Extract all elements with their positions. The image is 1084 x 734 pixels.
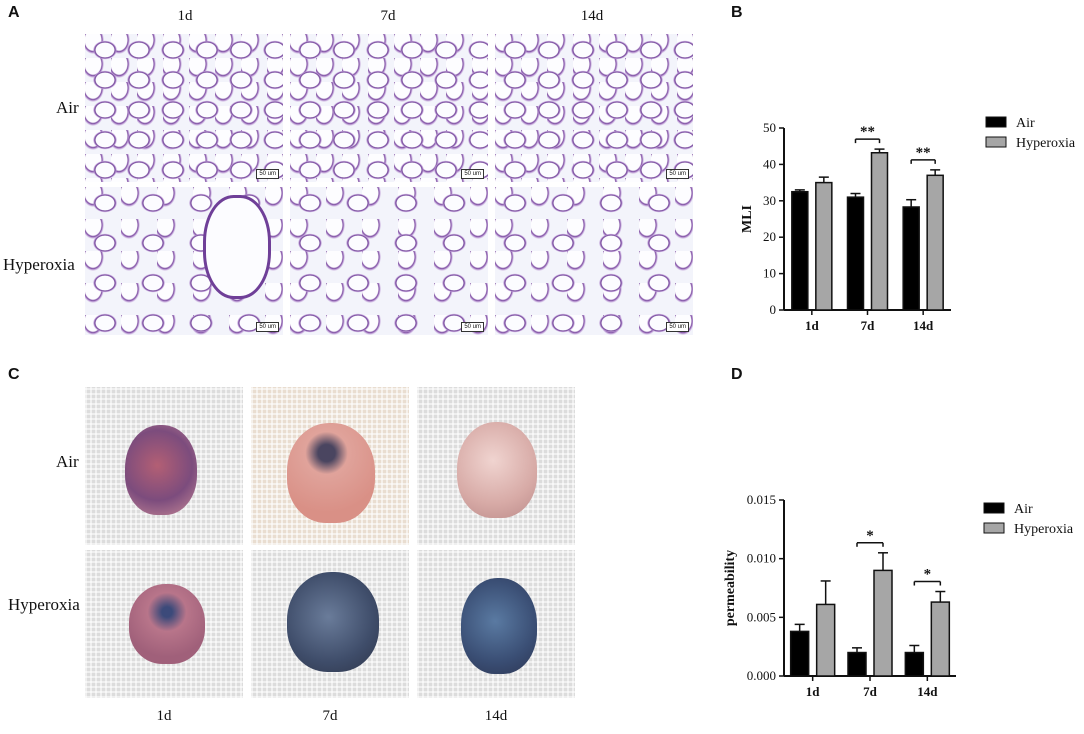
bar-air-7d <box>847 651 867 677</box>
photo-col-label-14d: 14d <box>484 708 508 724</box>
histology-col-label-7d: 7d <box>380 8 396 24</box>
y-tick-label: 40 <box>763 156 776 171</box>
lung-specimen <box>129 584 205 664</box>
panel-a-label: A <box>8 4 20 21</box>
scale-bar: 50 um <box>666 169 689 179</box>
lung-photo-air-1d <box>85 387 243 545</box>
photo-row-label-air: Air <box>56 452 79 471</box>
x-tick-label: 14d <box>917 684 938 699</box>
mli-bar-chart: 0 10 20 30 40 50 MLI 1d 7d 14d ** ** Air Hyperoxia <box>740 116 1076 333</box>
legend-label-hyperoxia: Hyperoxia <box>1016 136 1076 151</box>
bar-air-14d <box>902 206 920 311</box>
scale-bar: 50 um <box>666 322 689 332</box>
lung-photo-hyperoxia-7d <box>251 550 409 698</box>
x-tick-label: 1d <box>806 684 821 699</box>
y-tick-label: 20 <box>763 229 776 244</box>
legend-swatch-hyperoxia <box>985 136 1007 148</box>
x-tick-label: 1d <box>805 318 820 333</box>
bar-air-1d <box>789 630 810 677</box>
bar-hyperoxia-1d <box>815 181 833 311</box>
y-tick-label: 50 <box>763 120 776 135</box>
scale-bar: 50 um <box>461 322 484 332</box>
histology-row-label-hyperoxia: Hyperoxia <box>3 255 75 274</box>
histology-air-7d: 50 um <box>290 34 488 182</box>
lung-photo-hyperoxia-1d <box>85 550 243 698</box>
bar-hyperoxia-14d <box>930 601 951 677</box>
y-tick-label: 0 <box>770 302 777 317</box>
significance-label: ** <box>916 145 931 161</box>
legend-swatch-air <box>983 502 1005 514</box>
significance-label: * <box>866 528 874 544</box>
histology-row-label-air: Air <box>56 98 79 117</box>
lung-photo-air-7d <box>251 387 409 545</box>
histology-hyperoxia-1d: 50 um <box>85 187 283 335</box>
bar-air-7d <box>846 196 865 311</box>
lung-specimen <box>287 423 375 523</box>
y-tick-label: 0.000 <box>747 668 776 683</box>
lung-specimen <box>287 572 379 672</box>
legend-label-hyperoxia: Hyperoxia <box>1014 522 1074 537</box>
y-tick-label: 30 <box>763 193 776 208</box>
bar-air-14d <box>904 651 925 677</box>
x-tick-label: 7d <box>861 318 876 333</box>
x-tick-label: 14d <box>913 318 934 333</box>
significance-label: * <box>924 567 932 583</box>
x-tick-label: 7d <box>863 684 878 699</box>
panel-c-label: C <box>8 366 20 383</box>
airway-lumen <box>203 195 271 299</box>
panel-d-label: D <box>731 366 743 383</box>
lung-photo-air-14d <box>417 387 575 545</box>
legend-swatch-hyperoxia <box>983 522 1005 534</box>
photo-row-label-hyperoxia: Hyperoxia <box>8 595 80 614</box>
photo-col-label-7d: 7d <box>322 708 338 724</box>
panel-b-label: B <box>731 4 743 21</box>
scale-bar: 50 um <box>461 169 484 179</box>
y-axis-label: MLI <box>740 205 755 233</box>
lung-photo-hyperoxia-14d <box>417 550 575 698</box>
bar-hyperoxia-7d <box>870 152 889 311</box>
y-tick-label: 10 <box>763 266 776 281</box>
lung-specimen <box>125 425 197 515</box>
histology-col-label-1d: 1d <box>177 8 193 24</box>
significance-label: ** <box>860 124 875 140</box>
scale-bar: 50 um <box>256 322 279 332</box>
histology-hyperoxia-7d: 50 um <box>290 187 488 335</box>
lung-specimen <box>461 578 537 674</box>
scale-bar: 50 um <box>256 169 279 179</box>
bar-hyperoxia-7d <box>873 569 893 677</box>
bar-hyperoxia-14d <box>926 174 944 311</box>
y-tick-label: 0.015 <box>747 492 776 507</box>
legend-swatch-air <box>985 116 1007 128</box>
permeability-bar-chart: 0.000 0.005 0.010 0.015 permeability 1d 7d 14d *… <box>723 492 1074 699</box>
lung-specimen <box>457 422 537 518</box>
photo-col-label-1d: 1d <box>156 708 172 724</box>
legend-label-air: Air <box>1016 116 1035 131</box>
y-tick-label: 0.005 <box>747 609 776 624</box>
bar-hyperoxia-1d <box>815 603 836 677</box>
legend-label-air: Air <box>1014 502 1033 517</box>
histology-col-label-14d: 14d <box>580 8 604 24</box>
bar-air-1d <box>791 190 809 311</box>
histology-hyperoxia-14d: 50 um <box>495 187 693 335</box>
y-tick-label: 0.010 <box>747 551 776 566</box>
histology-air-14d: 50 um <box>495 34 693 182</box>
y-axis-label: permeability <box>723 550 738 626</box>
histology-air-1d: 50 um <box>85 34 283 182</box>
